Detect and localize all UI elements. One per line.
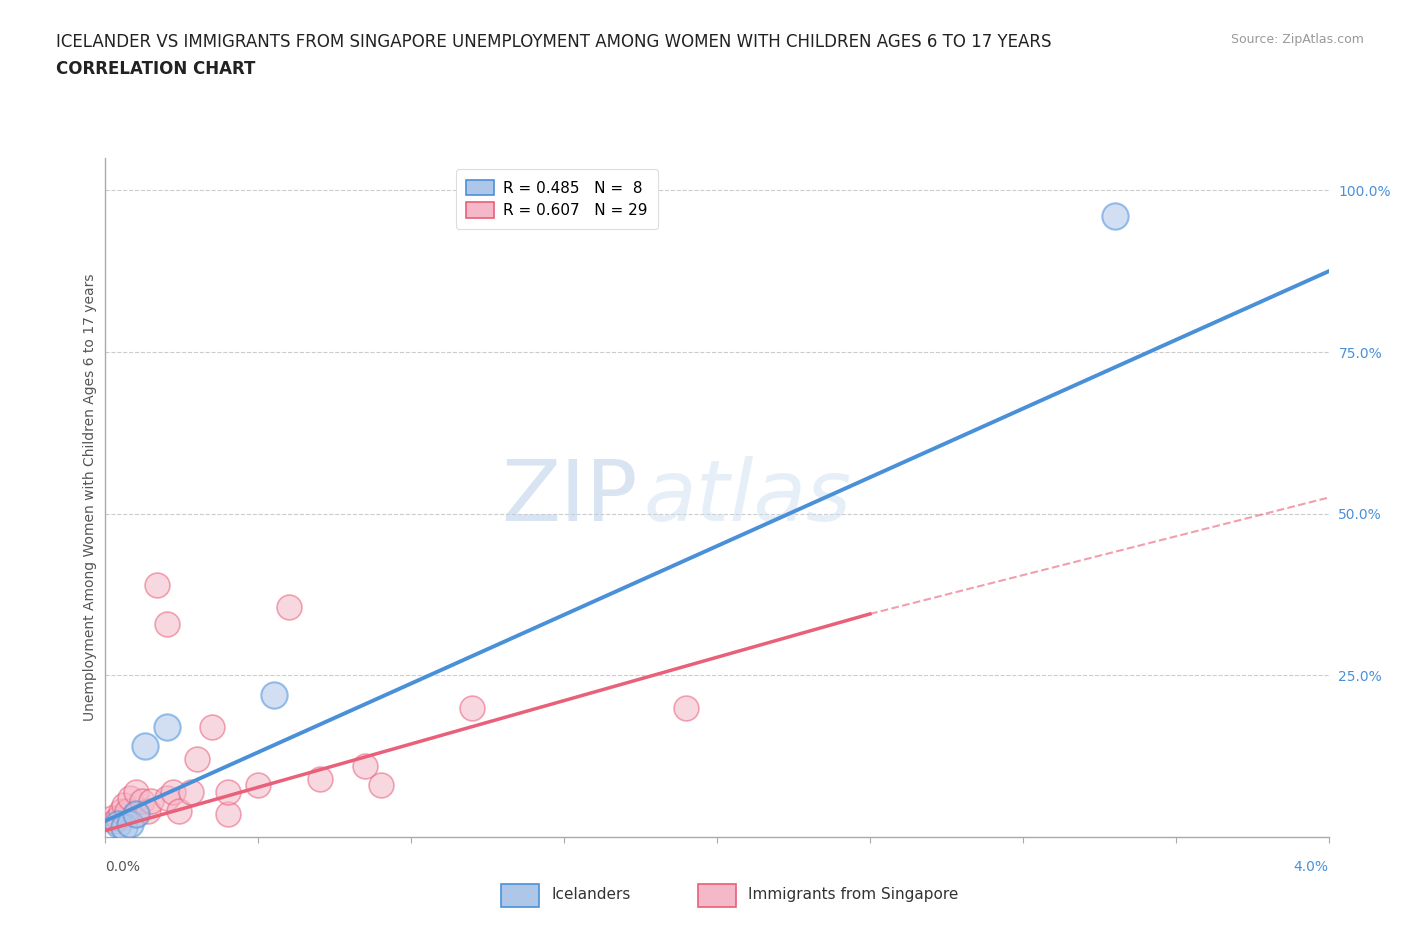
Point <box>1104 209 1126 224</box>
Bar <box>699 884 737 907</box>
Point <box>118 817 141 831</box>
Text: Icelanders: Icelanders <box>551 887 630 902</box>
Point <box>247 777 270 792</box>
Point <box>217 784 239 799</box>
Legend: R = 0.485   N =  8, R = 0.607   N = 29: R = 0.485 N = 8, R = 0.607 N = 29 <box>456 169 658 229</box>
Text: Source: ZipAtlas.com: Source: ZipAtlas.com <box>1230 33 1364 46</box>
Y-axis label: Unemployment Among Women with Children Ages 6 to 17 years: Unemployment Among Women with Children A… <box>83 273 97 722</box>
Point <box>186 752 208 767</box>
Point <box>156 617 179 631</box>
Text: 4.0%: 4.0% <box>1294 860 1329 874</box>
Point <box>112 820 135 835</box>
Point <box>110 804 132 818</box>
Point <box>104 814 127 829</box>
Point <box>217 807 239 822</box>
Point <box>125 784 148 799</box>
Bar <box>501 884 540 907</box>
Point <box>156 720 179 735</box>
Text: ZIP: ZIP <box>501 456 637 539</box>
Point <box>125 807 148 822</box>
Text: ICELANDER VS IMMIGRANTS FROM SINGAPORE UNEMPLOYMENT AMONG WOMEN WITH CHILDREN AG: ICELANDER VS IMMIGRANTS FROM SINGAPORE U… <box>56 33 1052 50</box>
Point <box>131 794 153 809</box>
Point <box>115 804 138 818</box>
Point <box>278 600 301 615</box>
Point <box>100 810 122 825</box>
Point <box>308 771 330 786</box>
Point <box>136 804 159 818</box>
Text: atlas: atlas <box>644 456 852 539</box>
Point <box>201 720 224 735</box>
Point <box>156 790 179 805</box>
Point <box>107 810 129 825</box>
Point <box>112 797 135 812</box>
Point <box>134 739 156 754</box>
Point <box>675 700 697 715</box>
Point <box>107 817 129 831</box>
Point <box>263 687 285 702</box>
Point <box>141 794 163 809</box>
Point <box>118 790 141 805</box>
Point <box>461 700 484 715</box>
Point <box>354 759 377 774</box>
Point <box>370 777 392 792</box>
Point <box>162 784 184 799</box>
Point <box>146 578 169 592</box>
Point <box>125 807 148 822</box>
Point <box>167 804 190 818</box>
Point <box>180 784 202 799</box>
Text: Immigrants from Singapore: Immigrants from Singapore <box>748 887 959 902</box>
Text: 0.0%: 0.0% <box>105 860 141 874</box>
Text: CORRELATION CHART: CORRELATION CHART <box>56 60 256 78</box>
